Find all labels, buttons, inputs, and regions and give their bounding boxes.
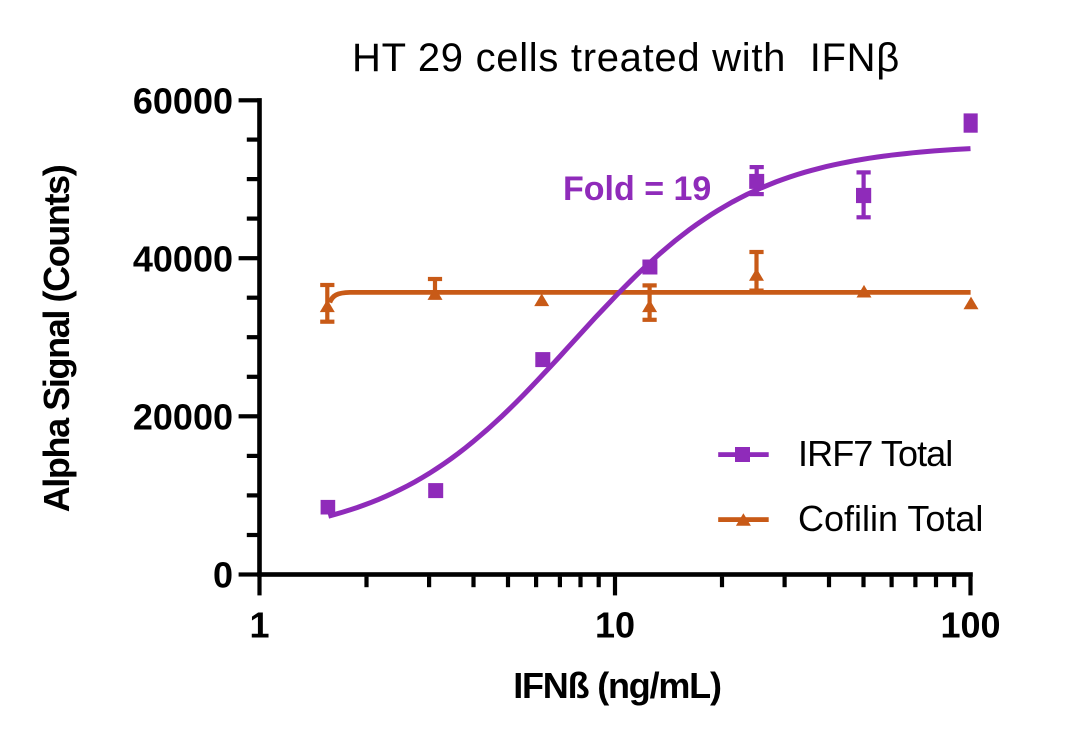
svg-text:Alpha Signal (Counts): Alpha Signal (Counts) [36, 165, 77, 512]
svg-text:0: 0 [213, 555, 233, 596]
svg-text:IRF7 Total: IRF7 Total [798, 433, 952, 474]
svg-text:100: 100 [940, 605, 1000, 646]
svg-text:60000: 60000 [133, 80, 233, 121]
svg-text:Cofilin Total: Cofilin Total [798, 498, 983, 539]
svg-text:10: 10 [595, 605, 635, 646]
svg-text:40000: 40000 [133, 238, 233, 279]
svg-text:IFNß (ng/mL): IFNß (ng/mL) [513, 665, 721, 706]
svg-text:1: 1 [249, 605, 269, 646]
svg-text:Fold = 19: Fold = 19 [563, 170, 711, 208]
svg-text:20000: 20000 [133, 397, 233, 438]
svg-text:HT 29 cells treated with IFNβ: HT 29 cells treated with IFNβ [352, 36, 900, 80]
